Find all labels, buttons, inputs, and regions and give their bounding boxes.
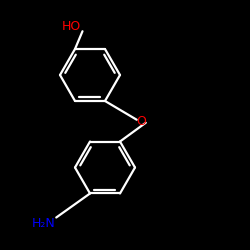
- Text: H₂N: H₂N: [32, 217, 56, 230]
- Text: O: O: [136, 115, 146, 128]
- Text: HO: HO: [62, 20, 81, 33]
